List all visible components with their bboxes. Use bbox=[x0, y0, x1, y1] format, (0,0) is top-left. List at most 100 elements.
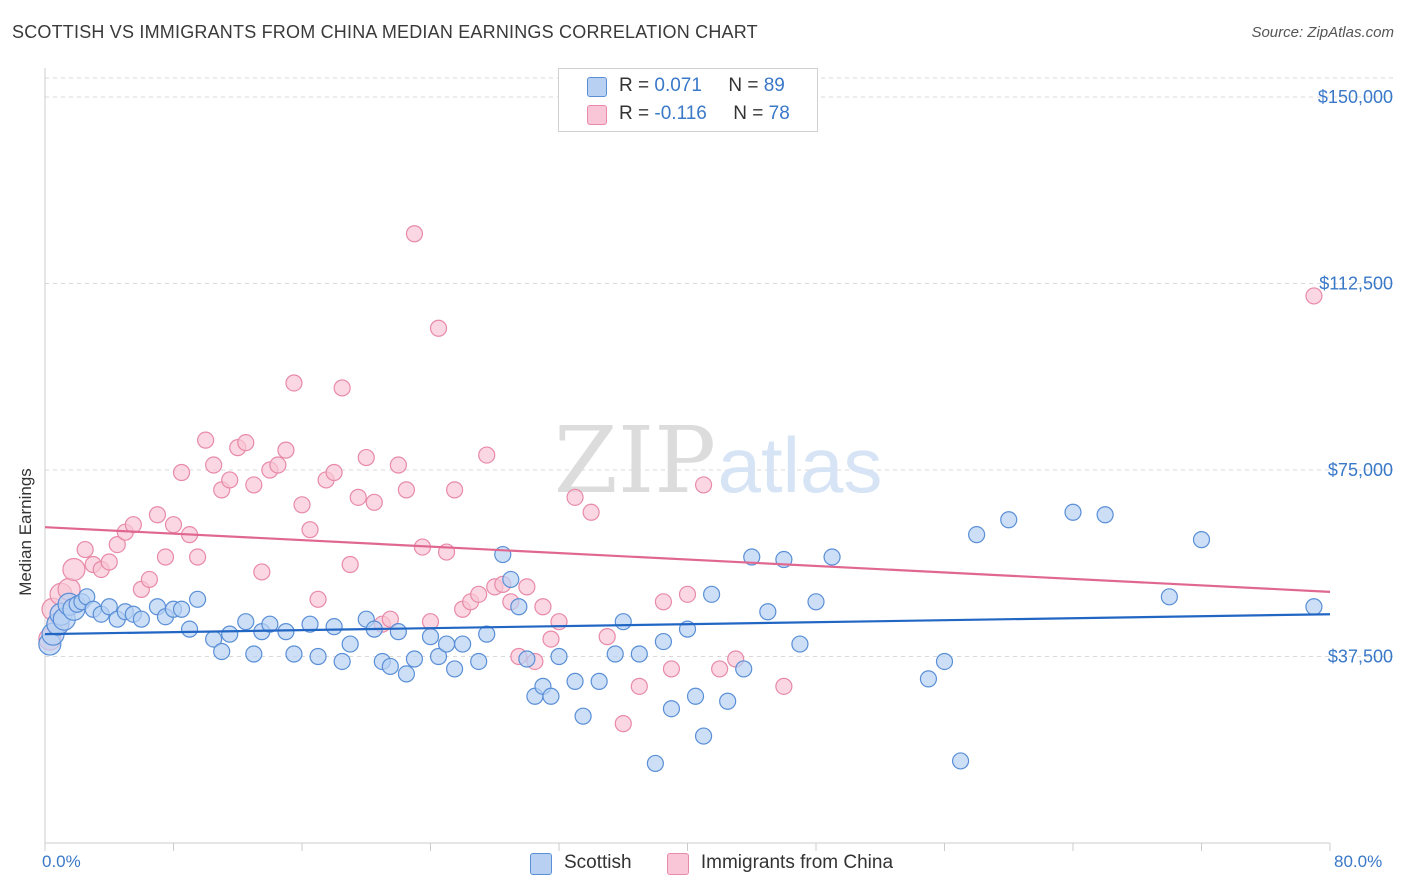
scottish-point-58 bbox=[550, 647, 568, 666]
bottom-legend-swatch-china bbox=[666, 853, 689, 875]
scottish-point-54 bbox=[518, 650, 536, 668]
scottish-point-65 bbox=[646, 754, 664, 773]
legend-swatch-china bbox=[587, 105, 607, 125]
scottish-point-46 bbox=[437, 635, 456, 653]
scottish-point-35 bbox=[333, 652, 351, 671]
china-point-39 bbox=[333, 379, 351, 397]
source-label: Source: ZipAtlas.com bbox=[1251, 24, 1394, 41]
china-point-43 bbox=[365, 493, 383, 511]
scottish-point-62 bbox=[606, 645, 624, 663]
scottish-point-67 bbox=[662, 700, 681, 718]
china-point-73 bbox=[662, 660, 681, 678]
chart-title: SCOTTISH VS IMMIGRANTS FROM CHINA MEDIAN… bbox=[12, 22, 758, 42]
china-point-35 bbox=[301, 521, 319, 539]
china-point-11 bbox=[108, 535, 126, 554]
china-point-65 bbox=[542, 630, 560, 648]
scottish-point-64 bbox=[630, 645, 648, 663]
china-point-57 bbox=[478, 446, 496, 464]
scottish-point-61 bbox=[590, 672, 608, 690]
scottish-point-43 bbox=[405, 650, 424, 668]
scottish-point-75 bbox=[759, 603, 777, 621]
china-point-25 bbox=[221, 471, 239, 489]
x-tick-label-min: 0.0% bbox=[42, 852, 81, 871]
china-point-23 bbox=[205, 456, 223, 474]
china-point-78 bbox=[775, 677, 793, 695]
scottish-point-52 bbox=[502, 570, 520, 589]
scottish-point-21 bbox=[180, 620, 199, 638]
bottom-legend-label-china: Immigrants from China bbox=[700, 852, 894, 873]
legend-r-value: -0.116 bbox=[654, 103, 707, 124]
legend-n-label: N = bbox=[733, 103, 764, 124]
scottish-point-88 bbox=[1192, 531, 1211, 549]
scottish-point-78 bbox=[807, 593, 825, 611]
scottish-point-27 bbox=[245, 645, 263, 663]
legend-n-value: 89 bbox=[763, 75, 785, 96]
scottish-point-86 bbox=[1096, 506, 1114, 524]
bottom-legend-label-scottish: Scottish bbox=[564, 852, 632, 873]
trend-lines bbox=[44, 526, 1331, 636]
scottish-point-89 bbox=[1305, 598, 1323, 616]
china-point-69 bbox=[598, 628, 616, 646]
scottish-point-44 bbox=[421, 628, 440, 646]
scottish-point-84 bbox=[1000, 511, 1018, 529]
scottish-point-79 bbox=[823, 548, 841, 566]
bottom-legend: Scottish Immigrants from China bbox=[530, 852, 923, 875]
legend-r-label: R = bbox=[619, 75, 650, 96]
scottish-point-12 bbox=[100, 598, 118, 616]
series-scottish-points bbox=[38, 503, 1323, 773]
china-point-21 bbox=[188, 548, 207, 566]
scottish-point-82 bbox=[951, 752, 970, 770]
scottish-point-80 bbox=[919, 670, 938, 688]
china-point-5 bbox=[62, 557, 86, 582]
china-point-62 bbox=[518, 578, 536, 596]
china-point-56 bbox=[470, 585, 488, 603]
scottish-point-87 bbox=[1160, 588, 1178, 606]
scottish-point-22 bbox=[188, 590, 207, 608]
bottom-legend-china: Immigrants from China bbox=[666, 852, 894, 875]
y-tick-label-0: $37,500 bbox=[1328, 647, 1393, 667]
x-tick-label-max: 80.0% bbox=[1334, 852, 1383, 871]
scottish-point-49 bbox=[470, 652, 488, 671]
legend-swatch-scottish bbox=[587, 77, 607, 97]
china-point-27 bbox=[237, 434, 255, 452]
china-trend-line bbox=[44, 526, 1331, 593]
bottom-legend-swatch-scottish bbox=[530, 853, 552, 875]
y-tick-labels: $37,500 $75,000 $112,500 $150,000 bbox=[1318, 87, 1393, 667]
scottish-point-32 bbox=[301, 615, 319, 633]
china-point-64 bbox=[534, 598, 552, 616]
scottish-point-50 bbox=[478, 625, 496, 643]
china-point-22 bbox=[197, 431, 215, 449]
scottish-point-20 bbox=[172, 600, 191, 618]
china-point-68 bbox=[582, 503, 600, 521]
china-point-40 bbox=[341, 555, 359, 574]
china-point-51 bbox=[429, 319, 448, 337]
scottish-point-45 bbox=[429, 647, 448, 666]
china-point-75 bbox=[694, 476, 713, 494]
scottish-point-63 bbox=[614, 613, 632, 631]
china-point-34 bbox=[293, 496, 311, 514]
scottish-point-60 bbox=[574, 707, 592, 725]
axes bbox=[44, 68, 1331, 851]
legend-r-label: R = bbox=[619, 103, 650, 124]
china-point-48 bbox=[405, 225, 424, 243]
china-point-53 bbox=[445, 481, 464, 499]
legend-box: R = 0.071 N = 89 R = -0.116 N = 78 bbox=[558, 68, 818, 132]
china-point-72 bbox=[654, 593, 673, 611]
china-point-71 bbox=[630, 677, 648, 695]
watermark-atlas: atlas bbox=[718, 421, 883, 509]
china-point-70 bbox=[614, 715, 632, 733]
scottish-point-57 bbox=[542, 687, 560, 705]
china-point-38 bbox=[325, 463, 343, 482]
y-tick-label-3: $150,000 bbox=[1318, 87, 1393, 107]
china-point-41 bbox=[349, 488, 367, 506]
china-point-16 bbox=[148, 506, 167, 524]
china-point-76 bbox=[711, 660, 729, 678]
china-point-42 bbox=[357, 448, 375, 467]
legend-r-value: 0.071 bbox=[654, 75, 702, 96]
scottish-point-41 bbox=[389, 623, 407, 641]
scottish-point-48 bbox=[454, 635, 472, 653]
china-point-31 bbox=[269, 456, 287, 474]
china-point-18 bbox=[164, 516, 183, 534]
china-point-79 bbox=[1305, 287, 1323, 305]
china-point-7 bbox=[76, 540, 94, 559]
